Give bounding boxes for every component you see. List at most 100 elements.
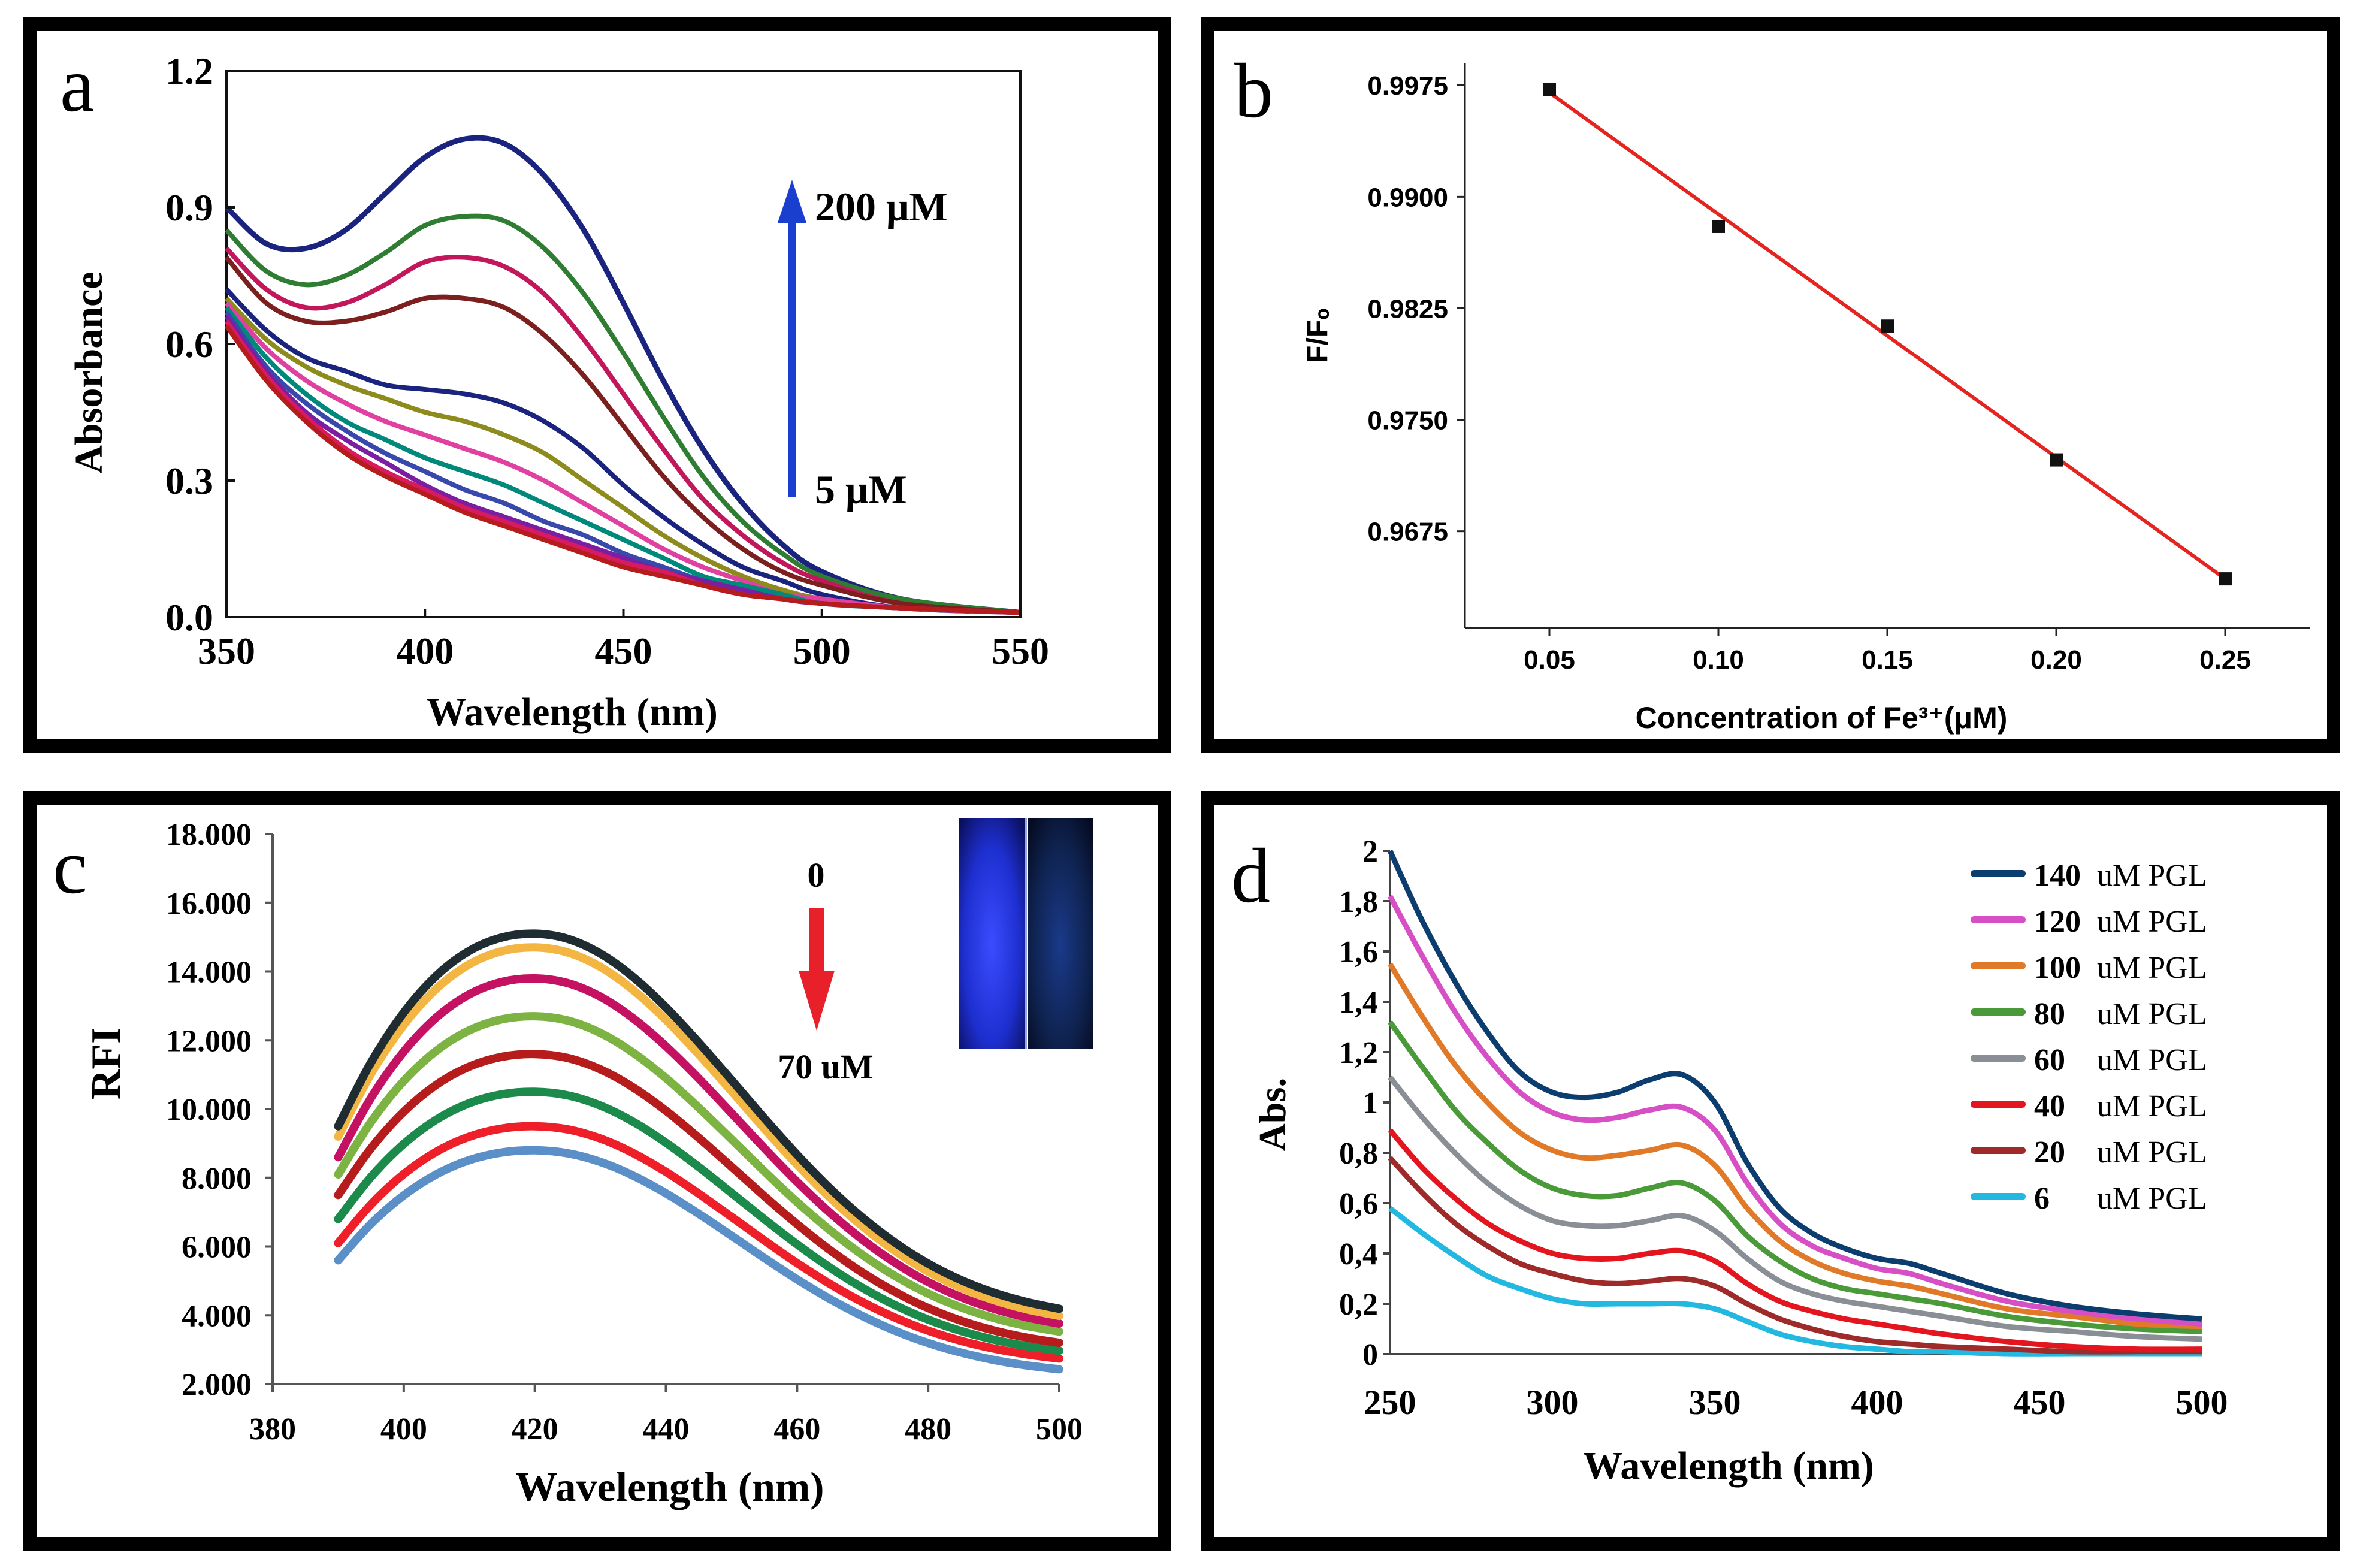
- panel-a: a 350 400 450 500 550 0.0 0.3 0.6 0.9 1.2 Wavelen…: [23, 17, 1171, 753]
- panel-c-ytick-label: 16.000: [166, 887, 252, 921]
- panel-c-series-line: [334, 1146, 1063, 1374]
- panel-d-legend-value: 6: [2034, 1182, 2050, 1216]
- panel-c-ytick-label: 14.000: [166, 956, 252, 990]
- panel-d-legend-value: 140: [2034, 859, 2081, 893]
- panel-d-legend-value: 60: [2034, 1043, 2065, 1077]
- panel-c-annotation-top: 0: [808, 856, 825, 895]
- panel-d-legend-value: 120: [2034, 905, 2081, 939]
- panel-b-data-point: [1712, 219, 1725, 233]
- panel-a-ylabel: Absorbance: [67, 271, 111, 473]
- panel-c: c 380 400 420 440 460 480 500 2.000 4.000 6.000 8.…: [23, 791, 1171, 1551]
- panel-d-legend-unit: uM PGL: [2097, 1043, 2207, 1077]
- panel-a-series-line: [224, 301, 1021, 615]
- panel-c-ytick-label: 12.000: [166, 1024, 252, 1058]
- panel-d-ytick-label: 0,4: [1339, 1237, 1378, 1271]
- panel-c-annotation-bottom: 70 uM: [778, 1047, 874, 1086]
- panel-a-series-line: [225, 288, 1021, 615]
- panel-d-xlabel: Wavelength (nm): [1583, 1444, 1874, 1488]
- panel-d-legend-item: 60 uM PGL: [1971, 1043, 2207, 1077]
- panel-a-series-line: [225, 246, 1021, 615]
- panel-a-ytick-label: 0.3: [165, 460, 213, 502]
- panel-a-series-line: [225, 213, 1021, 615]
- panel-b-ytick-label: 0.9900: [1367, 183, 1448, 212]
- panel-b-letter: b: [1234, 48, 1273, 134]
- panel-a-series-line: [224, 324, 1021, 615]
- panel-d-series-line: [1388, 895, 2202, 1327]
- panel-d-xtick-label: 450: [2014, 1383, 2066, 1422]
- panel-d-series-line: [1388, 1206, 2202, 1357]
- panel-b-ytick-label: 0.9675: [1367, 518, 1448, 547]
- panel-a-letter: a: [60, 42, 95, 128]
- panel-d-series-line: [1388, 962, 2202, 1330]
- panel-d-legend-unit: uM PGL: [2097, 1089, 2207, 1123]
- panel-d-series-line: [1388, 1075, 2202, 1342]
- panel-d-legend-item: 20 uM PGL: [1971, 1135, 2207, 1170]
- panel-d-legend-item: 100 uM PGL: [1971, 951, 2207, 985]
- panel-c-xtick-label: 420: [512, 1412, 558, 1446]
- panel-c-cuvette-inset: [959, 818, 1093, 1049]
- panel-b-data-point: [2219, 572, 2232, 586]
- panel-b: b 0.05 0.10 0.15 0.20 0.25 0.9675 0.9750 0.9825…: [1201, 17, 2340, 753]
- panel-d-ytick-label: 0,8: [1339, 1137, 1378, 1171]
- panel-c-ytick-label: 6.000: [182, 1231, 252, 1265]
- panel-c-arrow-shaft: [809, 908, 824, 974]
- panel-d-legend-unit: uM PGL: [2097, 997, 2207, 1031]
- panel-b-xtick-label: 0.25: [2199, 645, 2251, 675]
- panel-d-legend-item: 140 uM PGL: [1971, 859, 2207, 893]
- panel-d-ylabel: Abs.: [1251, 1078, 1294, 1152]
- panel-a-frame: [23, 17, 1171, 753]
- panel-d-ytick-label: 0,2: [1339, 1288, 1378, 1322]
- panel-d-frame: [1201, 791, 2340, 1551]
- panel-c-xtick-label: 500: [1036, 1412, 1083, 1446]
- panel-d: d 250 300 350 400 450 500 0 0,2 0,4 0,6 0,8 1 1,2 1,4…: [1201, 791, 2340, 1551]
- panel-c-ylabel: RFI: [83, 1028, 129, 1100]
- panel-a-xlabel: Wavelength (nm): [427, 690, 718, 734]
- panel-c-letter: c: [53, 824, 87, 910]
- panel-d-xtick-label: 250: [1364, 1383, 1416, 1422]
- panel-c-series-line: [334, 1087, 1063, 1355]
- panel-d-legend-value: 100: [2034, 951, 2081, 985]
- panel-b-ytick-label: 0.9975: [1367, 71, 1448, 101]
- panel-d-ytick-label: 0,6: [1339, 1187, 1378, 1221]
- panel-c-ytick-label: 2.000: [182, 1368, 252, 1402]
- panel-c-series-line: [334, 1012, 1063, 1336]
- panel-a-series-line: [224, 255, 1021, 615]
- panel-b-ytick-label: 0.9825: [1367, 294, 1448, 324]
- panel-d-ytick-label: 2: [1362, 835, 1378, 869]
- panel-d-legend-value: 20: [2034, 1135, 2065, 1170]
- panel-b-data-point: [2050, 453, 2063, 467]
- panel-d-ytick-label: 1,2: [1339, 1036, 1378, 1070]
- panel-d-legend-unit: uM PGL: [2097, 1135, 2207, 1170]
- panel-b-xlabel: Concentration of Fe³⁺(μM): [1636, 701, 2008, 735]
- panel-d-series-line: [1388, 1156, 2202, 1355]
- panel-b-xtick-label: 0.05: [1524, 645, 1575, 675]
- panel-b-frame: [1201, 17, 2340, 753]
- panel-d-series-line: [1387, 850, 2202, 1322]
- panel-a-xtick-label: 500: [793, 630, 851, 672]
- panel-d-series-line: [1388, 1020, 2202, 1334]
- panel-c-ytick-label: 10.000: [166, 1093, 252, 1127]
- panel-d-ytick-label: 1,8: [1339, 885, 1378, 919]
- panel-c-xtick-label: 440: [643, 1412, 690, 1446]
- panel-a-series-line: [224, 135, 1021, 615]
- panel-d-legend-unit: uM PGL: [2097, 859, 2207, 893]
- panel-d-letter: d: [1231, 833, 1270, 919]
- panel-a-annotation-bottom: 5 μM: [815, 467, 907, 512]
- panel-d-legend-value: 40: [2034, 1089, 2065, 1123]
- panel-c-series-line: [334, 929, 1063, 1313]
- panel-b-data-point: [1881, 319, 1894, 333]
- panel-c-series-line: [334, 974, 1063, 1328]
- panel-d-ytick-label: 0: [1362, 1338, 1378, 1372]
- panel-d-legend-item: 6 uM PGL: [1971, 1182, 2207, 1216]
- panel-d-legend-unit: uM PGL: [2097, 905, 2207, 939]
- panel-d-series-line: [1388, 1128, 2202, 1352]
- panel-c-arrow-head: [799, 971, 835, 1031]
- panel-c-series-line: [334, 1050, 1063, 1348]
- panel-c-xtick-label: 480: [905, 1412, 951, 1446]
- panel-d-ytick-label: 1,6: [1339, 935, 1378, 969]
- panel-c-ytick-label: 8.000: [182, 1162, 252, 1196]
- panel-d-legend: 140 uM PGL 120 uM PGL 100 uM PGL 80 uM PGL 60 uM …: [1971, 859, 2207, 1216]
- panel-d-xtick-label: 350: [1689, 1383, 1741, 1422]
- panel-d-ytick-label: 1: [1362, 1086, 1378, 1120]
- panel-a-xtick-label: 450: [595, 630, 652, 672]
